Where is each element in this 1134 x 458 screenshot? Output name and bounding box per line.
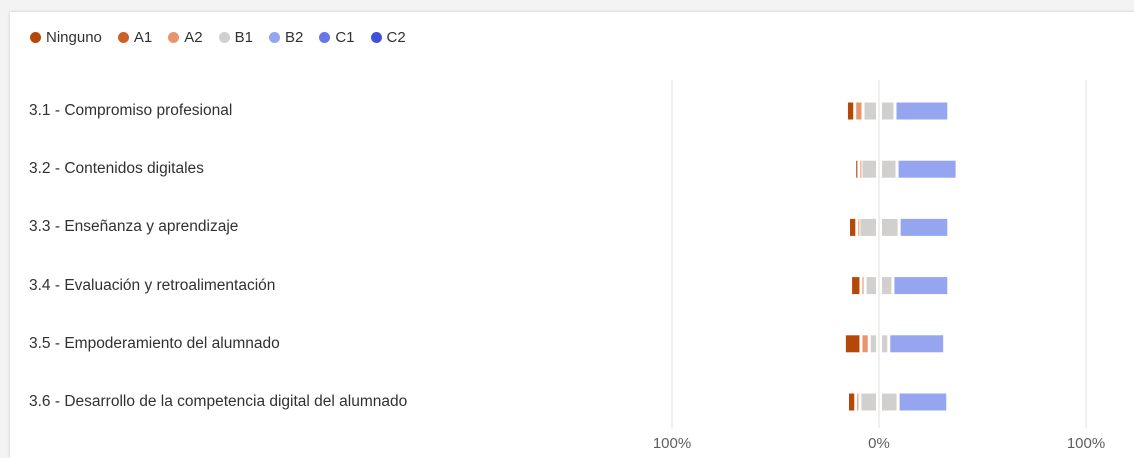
bar-segment-a2[interactable] [858, 218, 860, 236]
bar-segment-b2[interactable] [898, 160, 956, 178]
legend-item-c2[interactable]: C2 [370, 28, 406, 46]
bar-segment-b1[interactable] [870, 335, 876, 353]
legend-dot-icon [30, 31, 41, 43]
category-label: 3.5 - Empoderamiento del alumnado [29, 334, 280, 352]
legend-item-c1[interactable]: C1 [319, 28, 355, 46]
bar-segment-a2[interactable] [856, 102, 862, 120]
legend-item-a1[interactable]: A1 [117, 28, 153, 46]
bar-segment-ninguno[interactable] [845, 335, 860, 353]
bar-segment-b2[interactable] [899, 393, 947, 411]
x-tick-label: 100% [653, 435, 691, 452]
category-label: 3.3 - Enseñanza y aprendizaje [29, 218, 239, 236]
legend-label: A2 [184, 28, 203, 46]
legend-dot-icon [218, 31, 230, 43]
chart-legend: Ninguno A1 A2 B1 B2 C1 C2 [30, 26, 422, 48]
category-label: 3.2 - Contenidos digitales [29, 160, 204, 178]
bar-segment-ninguno[interactable] [847, 102, 854, 120]
bar-segment-ninguno[interactable] [852, 277, 860, 295]
bar-segment-b1[interactable] [866, 277, 876, 295]
category-label: 3.6 - Desarrollo de la competencia digit… [29, 393, 408, 410]
bar-segment-b1[interactable] [882, 393, 897, 411]
legend-item-ninguno[interactable]: Ninguno [30, 29, 102, 46]
legend-dot-icon [117, 31, 129, 43]
legend-label: Ninguno [46, 28, 102, 46]
x-tick-label: 0% [868, 435, 890, 452]
legend-dot-icon [268, 31, 280, 43]
category-label: 3.1 - Compromiso profesional [29, 102, 233, 119]
bar-segment-b1[interactable] [860, 218, 876, 236]
bar-segment-a2[interactable] [862, 335, 868, 353]
bar-segment-b1[interactable] [882, 277, 892, 295]
bar-segment-b2[interactable] [890, 335, 944, 353]
bar-segment-a2[interactable] [857, 393, 859, 411]
category-label: 3.4 - Evaluación y retroalimentación [29, 276, 276, 294]
legend-dot-icon [168, 31, 180, 43]
legend-item-b1[interactable]: B1 [218, 28, 253, 46]
bar-segment-b1[interactable] [862, 160, 876, 178]
bar-segment-ninguno[interactable] [850, 218, 856, 236]
bar-segment-b1[interactable] [861, 393, 876, 411]
legend-item-a2[interactable]: A2 [168, 28, 203, 46]
bar-segment-b1[interactable] [882, 335, 888, 353]
legend-label: B1 [234, 28, 253, 46]
bar-segment-b2[interactable] [896, 102, 948, 120]
bar-segment-ninguno[interactable] [856, 160, 858, 178]
bar-segment-b2[interactable] [900, 218, 948, 236]
bar-segment-b1[interactable] [882, 160, 896, 178]
bar-segment-b2[interactable] [894, 277, 948, 295]
x-tick-label: 100% [1067, 435, 1105, 452]
legend-label: C1 [335, 28, 355, 46]
legend-label: C2 [386, 28, 406, 46]
legend-dot-icon [319, 31, 331, 43]
bar-segment-b1[interactable] [864, 102, 876, 120]
bar-segment-b1[interactable] [882, 102, 894, 120]
bar-segment-ninguno[interactable] [848, 393, 855, 411]
bar-segment-a2[interactable] [862, 277, 864, 295]
legend-dot-icon [370, 31, 382, 43]
legend-label: B2 [284, 28, 304, 46]
legend-label: A1 [133, 28, 153, 46]
bar-segment-a2[interactable] [860, 160, 862, 178]
legend-item-b2[interactable]: B2 [268, 28, 304, 46]
bar-segment-b1[interactable] [882, 218, 898, 236]
